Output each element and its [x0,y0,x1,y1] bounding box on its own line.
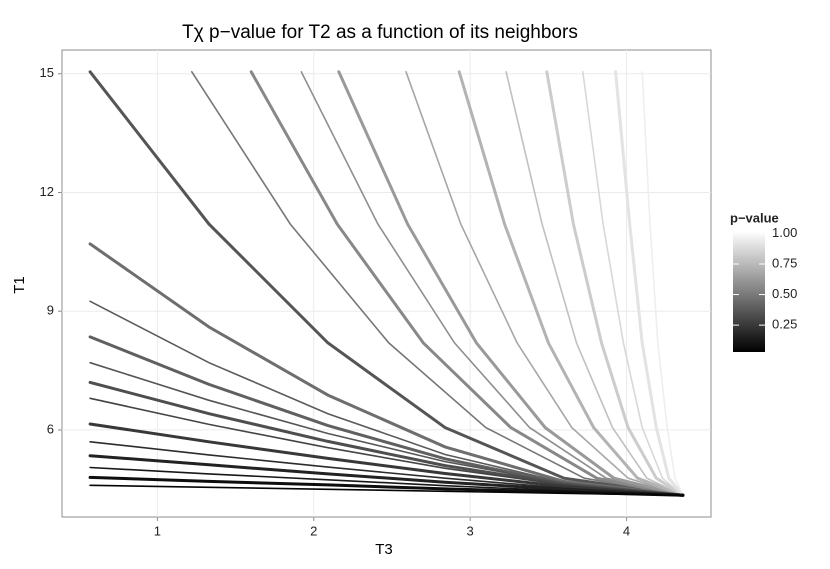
x-tick-label: 2 [310,523,317,538]
chart-title: Tχ p−value for T2 as a function of its n… [182,22,578,43]
contour-line [545,70,685,497]
y-axis-title: T1 [11,276,28,294]
y-tick-label: 9 [47,303,54,318]
colorbar-tick-label: 1.00 [772,225,797,240]
contour-line [88,242,685,497]
contour-line [88,475,685,497]
contour-line [614,70,685,497]
y-tick-label: 6 [47,421,54,436]
legend-title: p−value [730,210,779,225]
contour-line [405,71,684,496]
contour-line [88,70,685,497]
colorbar-tick-label: 0.50 [772,286,797,301]
x-tick-label: 3 [467,523,474,538]
contour-line [582,71,684,496]
contour-line [457,70,685,497]
x-axis-title: T3 [375,541,393,558]
colorbar-tick-label: 0.75 [772,255,797,270]
colorbar [733,231,765,352]
y-tick-label: 15 [40,65,54,80]
contour-line [89,484,684,496]
contour-line [191,71,684,496]
contour-line [88,422,685,497]
contour-line [88,454,685,497]
contour-line [505,71,684,496]
colorbar-tick-label: 0.25 [772,317,797,332]
contour-line [641,71,684,496]
y-tick-label: 12 [40,184,54,199]
x-tick-label: 4 [623,523,630,538]
contour-line [249,70,685,497]
contour-line [300,71,684,496]
contour-line [337,70,685,497]
x-tick-label: 1 [154,523,161,538]
